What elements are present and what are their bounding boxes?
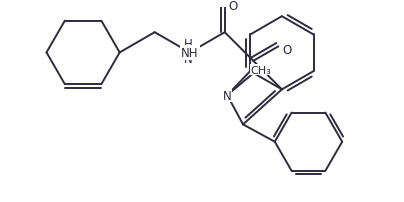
Text: N: N — [223, 89, 231, 102]
Text: CH₃: CH₃ — [250, 65, 271, 75]
Text: H
N: H N — [183, 38, 192, 66]
Text: NH: NH — [181, 47, 198, 60]
Text: O: O — [282, 43, 292, 56]
Text: O: O — [229, 0, 238, 13]
